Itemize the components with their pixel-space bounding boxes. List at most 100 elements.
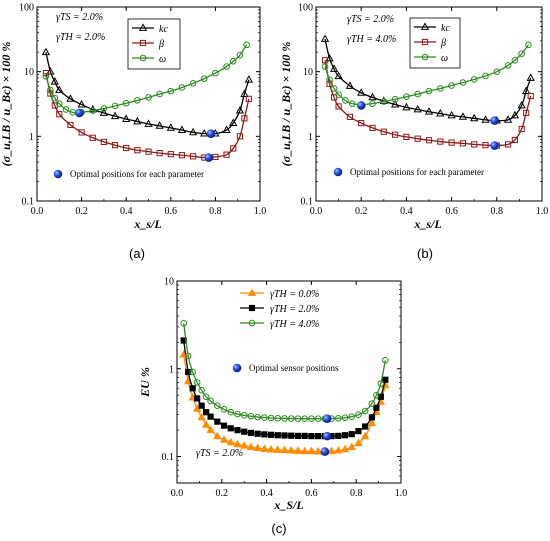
legend-marker	[421, 53, 429, 61]
data-point	[348, 413, 356, 420]
y-tick-label: 100	[298, 3, 313, 14]
annotation: γTS = 2.0%	[347, 14, 394, 25]
legend-label: γTH = 4.0%	[270, 319, 319, 330]
x-tick-label: 0.6	[165, 206, 178, 217]
data-point	[301, 432, 308, 439]
data-point	[274, 414, 282, 422]
data-point	[482, 72, 489, 80]
legend-marker	[248, 304, 256, 312]
data-point	[233, 439, 242, 448]
data-point	[380, 128, 387, 135]
data-point	[377, 380, 385, 387]
data-point	[240, 412, 248, 419]
legend-marker	[248, 319, 256, 327]
data-point	[348, 431, 355, 438]
data-point	[134, 97, 141, 104]
data-point	[425, 137, 433, 144]
optimal-point	[75, 108, 84, 118]
data-point	[99, 108, 109, 116]
data-point	[357, 88, 366, 96]
x-tick-label: 1.0	[254, 206, 267, 217]
y-axis-label: (σ_u,LB / u_Bc) × 100 %	[0, 42, 13, 167]
data-point	[382, 356, 389, 364]
legend-label: γTH = 2.0%	[270, 304, 319, 315]
data-point	[518, 125, 525, 133]
data-point	[230, 145, 237, 152]
data-point	[201, 420, 211, 428]
data-point	[190, 153, 197, 160]
series-line	[45, 52, 250, 135]
data-point	[214, 402, 221, 409]
data-point	[240, 89, 249, 97]
y-tick-label: 10	[164, 277, 174, 288]
data-point	[335, 103, 342, 110]
legend-marker	[139, 39, 147, 47]
series-1	[42, 70, 252, 161]
data-point	[402, 102, 411, 111]
data-point	[110, 111, 120, 120]
y-tick-label: 1	[29, 132, 34, 143]
annotation: γTS = 2.0%	[56, 12, 103, 23]
data-point	[247, 429, 255, 437]
x-tick-label: 0.4	[120, 206, 133, 217]
data-point	[100, 105, 108, 112]
data-point	[234, 427, 241, 434]
x-axis-label: x_s/L	[413, 217, 441, 231]
series-2	[321, 41, 532, 108]
data-point	[314, 415, 322, 423]
x-tick-label: 1.0	[395, 488, 408, 499]
data-point	[320, 34, 330, 42]
legend-marker	[421, 38, 429, 46]
data-point	[227, 408, 235, 416]
x-tick-label: 0.8	[209, 206, 222, 217]
x-axis-label: x_s/L	[133, 217, 161, 231]
data-point	[220, 406, 228, 413]
y-tick-label: 10	[24, 67, 34, 78]
data-point	[145, 94, 152, 101]
data-point	[177, 125, 187, 133]
data-point	[369, 100, 376, 107]
data-point	[188, 127, 198, 136]
series-1	[321, 57, 534, 149]
data-point	[261, 414, 268, 421]
data-point	[156, 90, 163, 98]
legend-label: β	[440, 38, 446, 49]
x-tick-label: 0.2	[216, 488, 229, 499]
data-point	[241, 428, 248, 435]
data-point	[144, 119, 153, 127]
data-point	[425, 87, 433, 95]
data-point	[505, 141, 512, 148]
data-point	[313, 446, 323, 455]
data-point	[236, 51, 244, 59]
data-point	[180, 319, 188, 327]
data-point	[206, 425, 215, 434]
legend: kc βω	[127, 18, 181, 70]
x-tick-label: 0.4	[400, 206, 413, 217]
data-point	[156, 150, 163, 157]
data-point	[214, 418, 221, 425]
series-line	[183, 340, 386, 437]
legend-marker	[247, 288, 257, 296]
data-point	[340, 444, 350, 453]
data-point	[229, 118, 238, 127]
x-tick-label: 0.8	[491, 206, 504, 217]
data-point	[522, 86, 531, 95]
data-point	[373, 404, 380, 411]
data-point	[482, 142, 489, 149]
data-point	[334, 445, 343, 454]
data-point	[245, 95, 252, 102]
data-point	[518, 50, 525, 57]
panel-b: 0.0 0.2 0.4 0.6 0.8 1.0 0.1 1 10 100 Optimal posit…	[279, 3, 548, 262]
data-point	[55, 85, 64, 93]
data-point	[145, 148, 152, 155]
data-point	[66, 94, 75, 102]
data-point	[273, 445, 282, 453]
legend-marker	[420, 22, 430, 30]
legend-marker	[138, 23, 148, 31]
data-point	[448, 139, 455, 146]
panel-c: 0.0 0.2 0.4 0.6 0.8 1.0 0.1 1 10 Optimal sensor p…	[138, 277, 407, 537]
data-point	[47, 86, 54, 94]
data-point	[342, 97, 349, 104]
data-point	[335, 432, 342, 439]
data-point	[222, 125, 231, 133]
